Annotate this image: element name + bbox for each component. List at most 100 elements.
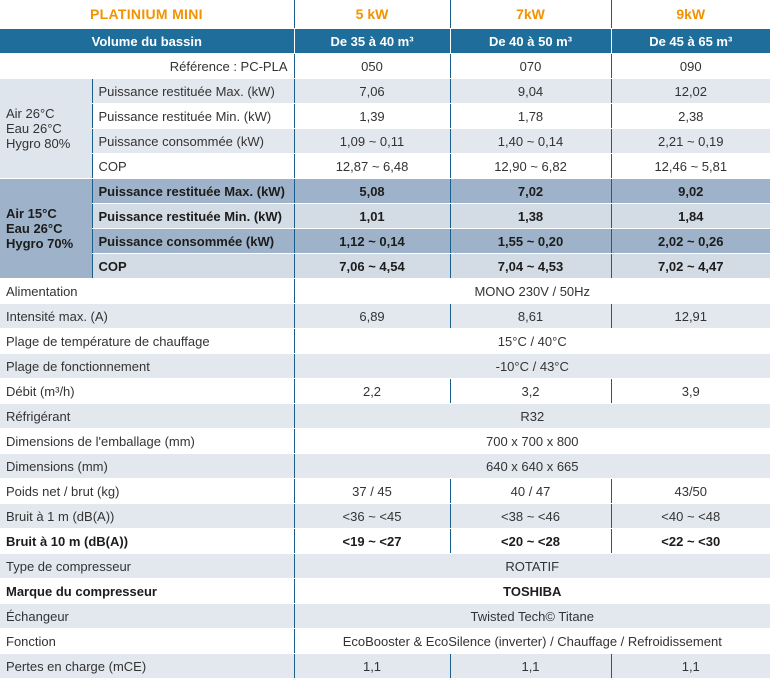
spec-row-poids: Poids net / brut (kg) 37 / 45 40 / 47 43… [0,478,770,504]
condition-air: Air 15°C [6,206,57,221]
group2-row: Puissance restituée Min. (kW) 1,01 1,38 … [0,203,770,229]
spec-label: Bruit à 1 m (dB(A)) [0,503,295,529]
row-value: 12,87 ~ 6,48 [293,153,451,179]
spec-value: 37 / 45 [293,478,451,504]
spec-value: <22 ~ <30 [610,528,770,554]
row-value: 1,38 [449,203,612,229]
reference-value: 070 [449,53,612,79]
spec-label: Bruit à 10 m (dB(A)) [0,528,295,554]
spec-row-alimentation: Alimentation MONO 230V / 50Hz [0,278,770,304]
reference-row: Référence : PC-PLA 050 070 090 [0,53,770,79]
row-value: 1,01 [293,203,451,229]
spec-value: 1,1 [449,653,612,679]
spec-value: 12,91 [610,303,770,329]
spec-label: Intensité max. (A) [0,303,295,329]
group2-conditions: Air 15°C Eau 26°C Hygro 70% [0,178,92,279]
spec-row-dimensions: Dimensions (mm) 640 x 640 x 665 [0,453,770,479]
row-value: 7,02 ~ 4,47 [610,253,770,279]
spec-label: Marque du compresseur [0,578,295,604]
spec-row-debit: Débit (m³/h) 2,2 3,2 3,9 [0,378,770,404]
group1-conditions: Air 26°C Eau 26°C Hygro 80% [0,78,92,179]
group1-row: Puissance restituée Min. (kW) 1,39 1,78 … [0,103,770,129]
row-value: 1,55 ~ 0,20 [449,228,612,254]
row-value: 5,08 [293,178,451,204]
spec-row-bruit10: Bruit à 10 m (dB(A)) <19 ~ <27 <20 ~ <28… [0,528,770,554]
spec-value: ROTATIF [293,553,770,579]
row-value: 1,40 ~ 0,14 [449,128,612,154]
row-value: 1,12 ~ 0,14 [293,228,451,254]
group1-row: COP 12,87 ~ 6,48 12,90 ~ 6,82 12,46 ~ 5,… [0,153,770,179]
group1-row: Puissance consommée (kW) 1,09 ~ 0,11 1,4… [0,128,770,154]
spec-value: EcoBooster & EcoSilence (inverter) / Cha… [293,628,770,654]
spec-label: Réfrigérant [0,403,295,429]
group2-row: Air 15°C Eau 26°C Hygro 70% Puissance re… [0,178,770,279]
spec-row-bruit1: Bruit à 1 m (dB(A)) <36 ~ <45 <38 ~ <46 … [0,503,770,529]
row-value: 7,06 [293,78,451,104]
group2-row: Puissance consommée (kW) 1,12 ~ 0,14 1,5… [0,228,770,254]
spec-value: 3,9 [610,378,770,404]
spec-row-refrigerant: Réfrigérant R32 [0,403,770,429]
row-value: 1,78 [449,103,612,129]
spec-label: Alimentation [0,278,295,304]
spec-row-fonction: Fonction EcoBooster & EcoSilence (invert… [0,628,770,654]
spec-label: Plage de fonctionnement [0,353,295,379]
reference-value: 090 [610,53,770,79]
spec-value: 3,2 [449,378,612,404]
spec-value: 40 / 47 [449,478,612,504]
spec-row-pertes: Pertes en charge (mCE) 1,1 1,1 1,1 [0,653,770,679]
row-label: Puissance restituée Max. (kW) [91,178,295,204]
spec-label: Fonction [0,628,295,654]
spec-row-echangeur: Échangeur Twisted Tech© Titane [0,603,770,629]
row-value: 1,39 [293,103,451,129]
row-label: Puissance restituée Max. (kW) [91,78,295,104]
row-value: 12,46 ~ 5,81 [610,153,770,179]
row-value: 9,04 [449,78,612,104]
group2-row: COP 7,06 ~ 4,54 7,04 ~ 4,53 7,02 ~ 4,47 [0,253,770,279]
product-title: PLATINIUM MINI [0,0,295,29]
spec-value: <36 ~ <45 [293,503,451,529]
spec-value: TOSHIBA [293,578,770,604]
row-value: 2,02 ~ 0,26 [610,228,770,254]
row-label: Puissance restituée Min. (kW) [91,103,295,129]
row-value: 12,90 ~ 6,82 [449,153,612,179]
spec-value: <38 ~ <46 [449,503,612,529]
row-value: 7,04 ~ 4,53 [449,253,612,279]
row-value: 12,02 [610,78,770,104]
volume-value: De 35 à 40 m³ [293,28,451,54]
condition-eau: Eau 26°C [6,221,63,236]
volume-label: Volume du bassin [0,28,295,54]
model-header-9kw: 9kW [610,0,770,29]
model-header-5kw: 5 kW [293,0,451,29]
spec-value: <20 ~ <28 [449,528,612,554]
row-value: 2,38 [610,103,770,129]
spec-value: 8,61 [449,303,612,329]
spec-row-type-comp: Type de compresseur ROTATIF [0,553,770,579]
spec-value: 1,1 [293,653,451,679]
spec-value: <40 ~ <48 [610,503,770,529]
row-value: 1,09 ~ 0,11 [293,128,451,154]
spec-value: 6,89 [293,303,451,329]
row-value: 7,06 ~ 4,54 [293,253,451,279]
spec-row-dim-emballage: Dimensions de l'emballage (mm) 700 x 700… [0,428,770,454]
spec-label: Échangeur [0,603,295,629]
spec-label: Débit (m³/h) [0,378,295,404]
spec-value: 1,1 [610,653,770,679]
spec-row-plage-fonct: Plage de fonctionnement -10°C / 43°C [0,353,770,379]
spec-value: -10°C / 43°C [293,353,770,379]
spec-label: Pertes en charge (mCE) [0,653,295,679]
spec-label: Plage de température de chauffage [0,328,295,354]
group1-row: Air 26°C Eau 26°C Hygro 80% Puissance re… [0,78,770,179]
row-label: COP [91,253,295,279]
header-row: PLATINIUM MINI 5 kW 7kW 9kW [0,0,770,29]
reference-value: 050 [293,53,451,79]
volume-row: Volume du bassin De 35 à 40 m³ De 40 à 5… [0,28,770,54]
row-label: Puissance consommée (kW) [91,228,295,254]
spec-label: Dimensions de l'emballage (mm) [0,428,295,454]
spec-row-plage-temp: Plage de température de chauffage 15°C /… [0,328,770,354]
spec-value: 43/50 [610,478,770,504]
condition-air: Air 26°C [6,106,55,121]
spec-row-marque-comp: Marque du compresseur TOSHIBA [0,578,770,604]
volume-value: De 45 à 65 m³ [610,28,770,54]
row-label: Puissance consommée (kW) [91,128,295,154]
